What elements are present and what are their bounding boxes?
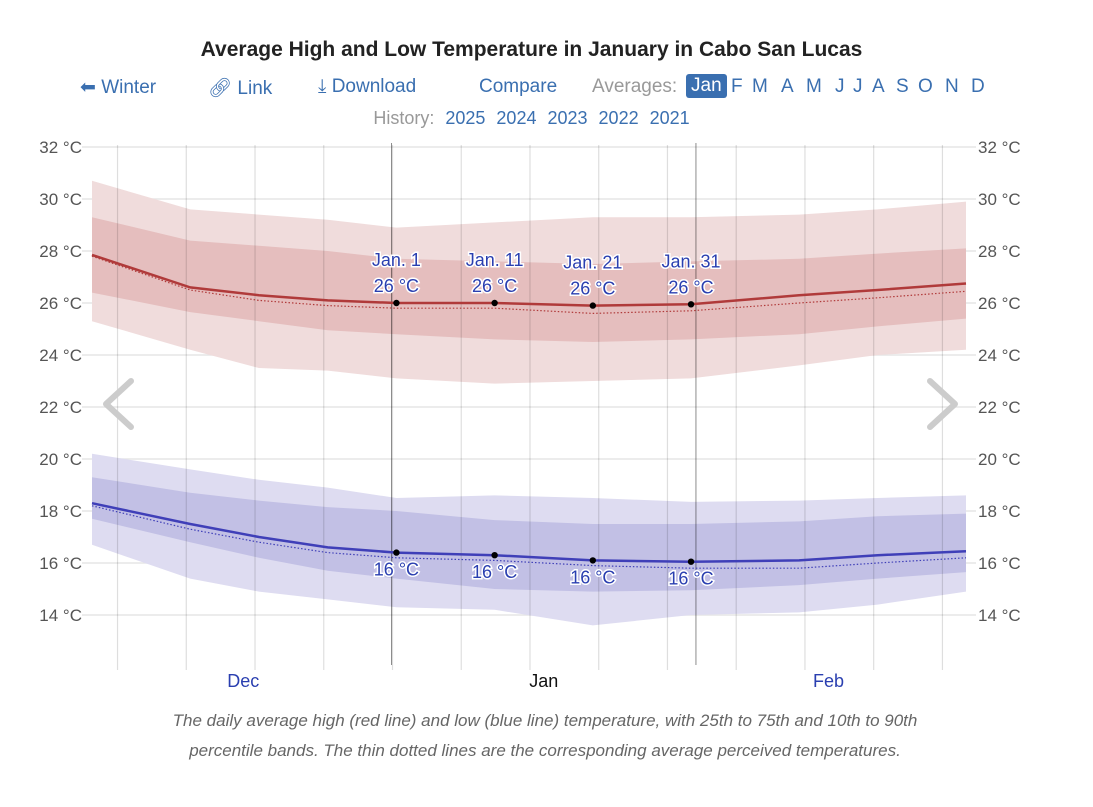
annotation-high-value: 26 °C <box>472 276 517 296</box>
chart-title: Average High and Low Temperature in Janu… <box>200 38 863 61</box>
annotation-low-value: 16 °C <box>374 560 419 580</box>
low-point <box>491 552 498 559</box>
month-jul[interactable]: J <box>853 76 863 97</box>
y-tick-label-right: 32 °C <box>978 138 1021 157</box>
next-chevron <box>927 378 958 430</box>
high-point <box>393 299 400 307</box>
month-feb[interactable]: F <box>731 76 743 97</box>
month-apr[interactable]: A <box>781 76 794 97</box>
high-point <box>491 299 498 307</box>
averages-label: Averages: <box>592 76 678 97</box>
month-label: Dec <box>227 671 259 691</box>
month-dec[interactable]: D <box>971 76 985 97</box>
y-tick-label-left: 20 °C <box>39 450 82 469</box>
history-year[interactable]: 2021 <box>649 108 690 128</box>
annotation-low-value: 16 °C <box>570 567 615 587</box>
y-tick-label-left: 30 °C <box>39 190 82 209</box>
annotation-date: Jan. 11 <box>466 250 524 270</box>
history-year[interactable]: 2022 <box>598 108 639 128</box>
y-tick-label-left: 18 °C <box>39 502 82 521</box>
history-bar: History: 2025 2024 2023 2022 2021 <box>0 108 1063 129</box>
chart-caption: The daily average high (red line) and lo… <box>60 706 1030 766</box>
history-year[interactable]: 2025 <box>445 108 486 128</box>
low-point <box>687 558 695 565</box>
chart-nav: ⬅ Winter 🔗︎ Link ⤓ Download Compare Aver… <box>0 74 1093 102</box>
y-tick-label-right: 24 °C <box>978 346 1021 365</box>
y-tick-label-right: 30 °C <box>978 190 1021 209</box>
annotation-date: Jan. 21 <box>563 253 622 273</box>
low-point <box>589 557 597 564</box>
download-button[interactable]: ⤓ Download <box>318 76 417 97</box>
history-label: History: <box>373 108 435 128</box>
y-tick-label-left: 16 °C <box>39 554 82 573</box>
y-tick-label-right: 28 °C <box>978 242 1021 261</box>
y-tick-label-right: 18 °C <box>978 502 1021 521</box>
compare-link[interactable]: Compare <box>479 76 558 97</box>
month-mar[interactable]: M <box>752 76 768 97</box>
caption-line: The daily average high (red line) and lo… <box>172 711 918 730</box>
annotation-low-value: 16 °C <box>472 562 517 582</box>
y-tick-label-right: 26 °C <box>978 294 1021 313</box>
history-year[interactable]: 2023 <box>547 108 588 128</box>
y-tick-label-left: 26 °C <box>39 294 82 313</box>
month-label: Jan <box>529 671 558 691</box>
low-25-75-band <box>92 477 966 592</box>
previous-chevron <box>103 378 134 430</box>
month-label: Feb <box>813 671 844 691</box>
month-oct[interactable]: O <box>918 76 933 97</box>
month-nov[interactable]: N <box>945 76 959 97</box>
annotation-date: Jan. 31 <box>662 251 721 271</box>
annotation-date: Jan. 1 <box>372 250 421 270</box>
history-year[interactable]: 2024 <box>496 108 537 128</box>
annotation-high-value: 26 °C <box>570 279 615 299</box>
annotation-low-value: 16 °C <box>668 569 713 589</box>
month-sep[interactable]: S <box>896 76 909 97</box>
perceived-low-line <box>91 505 967 569</box>
high-point <box>687 301 695 308</box>
month-jun[interactable]: J <box>835 76 845 97</box>
month-jan[interactable]: Jan <box>686 74 727 98</box>
y-tick-label-left: 28 °C <box>39 242 82 261</box>
y-tick-label-left: 24 °C <box>39 346 82 365</box>
winter-link[interactable]: ⬅ Winter <box>80 77 157 98</box>
annotation-high-value: 26 °C <box>374 276 419 296</box>
next-arrow-icon[interactable] <box>927 378 958 430</box>
high-25-75-band <box>92 217 966 342</box>
link-button[interactable]: 🔗︎ Link <box>208 78 273 99</box>
y-tick-label-right: 14 °C <box>978 606 1021 625</box>
y-tick-label-right: 16 °C <box>978 554 1021 573</box>
y-tick-label-right: 22 °C <box>978 398 1021 417</box>
high-point <box>589 302 597 309</box>
link-icon: 🔗︎ <box>208 78 233 99</box>
y-tick-label-left: 32 °C <box>39 138 82 157</box>
temperature-chart: 32 °C 32 °C 30 °C 30 °C 28 °C 28 °C 26 °C 26 °C… <box>39 138 1021 691</box>
y-tick-label-right: 20 °C <box>978 450 1021 469</box>
month-may[interactable]: M <box>806 76 822 97</box>
arrow-left-icon: ⬅ <box>80 77 96 98</box>
y-tick-label-left: 14 °C <box>39 606 82 625</box>
month-aug[interactable]: A <box>872 76 885 97</box>
y-tick-label-left: 22 °C <box>39 398 82 417</box>
low-point <box>393 549 400 556</box>
caption-line: percentile bands. The thin dotted lines … <box>189 741 901 760</box>
download-icon: ⤓ <box>318 76 327 97</box>
previous-arrow-icon[interactable] <box>103 378 134 430</box>
annotation-high-value: 26 °C <box>668 277 713 297</box>
